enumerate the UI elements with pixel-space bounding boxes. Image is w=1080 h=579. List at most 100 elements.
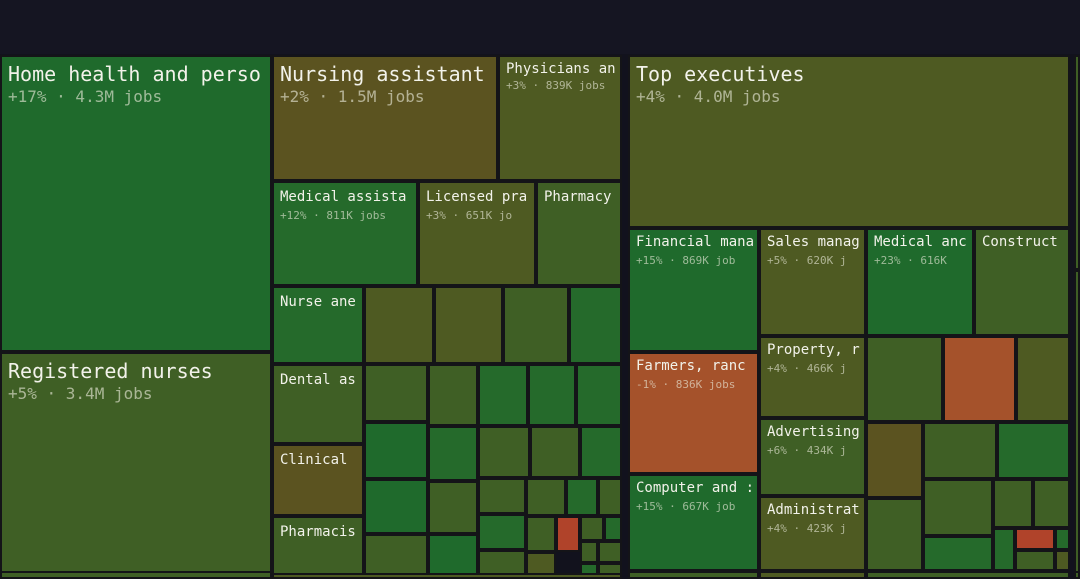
treemap-tile-unlabeled[interactable] bbox=[528, 364, 576, 426]
treemap-tile-unlabeled[interactable] bbox=[478, 514, 526, 550]
treemap-tile-unlabeled[interactable] bbox=[1033, 479, 1070, 528]
tile-value: +4% · 4.0M jobs bbox=[636, 87, 781, 106]
treemap-tile-unlabeled[interactable] bbox=[272, 573, 622, 579]
treemap-tile-unlabeled[interactable] bbox=[434, 286, 503, 364]
treemap-tile[interactable]: Physicians an +3% · 839K jobs bbox=[498, 55, 622, 181]
tile-label: Advertising bbox=[767, 424, 860, 440]
tile-label: Physicians an bbox=[506, 61, 616, 77]
tile-label: Medical assista bbox=[280, 189, 407, 205]
treemap-tile-unlabeled[interactable] bbox=[628, 571, 759, 579]
tile-label: Financial mana bbox=[636, 234, 753, 250]
treemap-tile-unlabeled[interactable] bbox=[530, 426, 580, 478]
tile-label: Sales manag bbox=[767, 234, 860, 250]
treemap-tile-unlabeled[interactable] bbox=[556, 516, 580, 552]
treemap-tile-unlabeled[interactable] bbox=[478, 426, 530, 478]
tile-label: Nursing assistant bbox=[280, 62, 485, 86]
treemap-tile-unlabeled[interactable] bbox=[943, 336, 1016, 422]
tile-value: +12% · 811K jobs bbox=[280, 209, 386, 222]
treemap-tile-unlabeled[interactable] bbox=[598, 478, 622, 516]
treemap-tile[interactable]: Construct bbox=[974, 228, 1070, 336]
treemap-tile-unlabeled[interactable] bbox=[866, 498, 923, 571]
treemap-tile-unlabeled[interactable] bbox=[428, 481, 478, 534]
treemap-tile-unlabeled[interactable] bbox=[364, 286, 434, 364]
treemap-tile-unlabeled[interactable] bbox=[923, 536, 993, 571]
treemap-tile-unlabeled[interactable] bbox=[580, 516, 604, 541]
treemap-tile-unlabeled[interactable] bbox=[364, 479, 428, 534]
treemap-tile-unlabeled[interactable] bbox=[428, 364, 478, 426]
treemap-tile[interactable]: Property, r +4% · 466K j bbox=[759, 336, 866, 418]
tile-label: Nurse ane bbox=[280, 294, 356, 310]
treemap-tile-unlabeled[interactable] bbox=[1055, 528, 1070, 550]
treemap-tile[interactable]: Licensed pra +3% · 651K jo bbox=[418, 181, 536, 286]
tile-value: +15% · 667K job bbox=[636, 500, 736, 513]
treemap-tile[interactable]: Computer and : +15% · 667K job bbox=[628, 474, 759, 571]
tile-value: +17% · 4.3M jobs bbox=[8, 87, 163, 106]
treemap-tile-unlabeled[interactable] bbox=[1015, 528, 1055, 550]
treemap-tile[interactable]: Top executives +4% · 4.0M jobs bbox=[628, 55, 1070, 228]
treemap-tile[interactable]: Registered nurses +5% · 3.4M jobs bbox=[0, 352, 272, 579]
treemap-tile-unlabeled[interactable] bbox=[428, 426, 478, 481]
treemap-tile-unlabeled[interactable] bbox=[997, 422, 1070, 479]
treemap-tile-unlabeled[interactable] bbox=[993, 528, 1015, 571]
treemap-tile-unlabeled[interactable] bbox=[1074, 571, 1080, 579]
treemap-tile-unlabeled[interactable] bbox=[364, 364, 428, 422]
treemap-tile-unlabeled[interactable] bbox=[866, 571, 1070, 579]
treemap-tile-unlabeled[interactable] bbox=[526, 516, 556, 552]
treemap-tile-unlabeled[interactable] bbox=[576, 364, 622, 426]
treemap-tile[interactable]: Nursing assistant +2% · 1.5M jobs bbox=[272, 55, 498, 181]
tile-value: +3% · 651K jo bbox=[426, 209, 513, 222]
treemap-tile-unlabeled[interactable] bbox=[866, 336, 943, 422]
tile-label: Medical anc bbox=[874, 234, 967, 250]
tile-value: +15% · 869K job bbox=[636, 254, 736, 267]
treemap-tile-unlabeled[interactable] bbox=[580, 541, 598, 563]
treemap-tile-unlabeled[interactable] bbox=[759, 571, 866, 579]
tile-label: Dental as bbox=[280, 372, 356, 388]
treemap-tile-unlabeled[interactable] bbox=[364, 422, 428, 479]
tile-label: Clinical bbox=[280, 452, 348, 468]
treemap-tile[interactable]: Advertising +6% · 434K j bbox=[759, 418, 866, 496]
treemap-tile-unlabeled[interactable] bbox=[364, 534, 428, 579]
treemap-tile-unlabeled[interactable] bbox=[1015, 550, 1055, 571]
tile-value: +3% · 839K jobs bbox=[506, 79, 606, 92]
treemap-tile-unlabeled[interactable] bbox=[566, 478, 598, 516]
treemap-tile-unlabeled[interactable] bbox=[0, 571, 272, 579]
treemap-tile[interactable]: Pharmacis bbox=[272, 516, 364, 579]
treemap-tile-unlabeled[interactable] bbox=[1074, 270, 1080, 579]
treemap-tile[interactable]: Nurse ane bbox=[272, 286, 364, 364]
treemap-tile[interactable]: Medical assista +12% · 811K jobs bbox=[272, 181, 418, 286]
treemap-tile-unlabeled[interactable] bbox=[580, 426, 622, 478]
treemap-tile[interactable]: Dental as bbox=[272, 364, 364, 444]
treemap-tile[interactable]: Home health and perso +17% · 4.3M jobs bbox=[0, 55, 272, 352]
treemap-tile[interactable]: Clinical bbox=[272, 444, 364, 516]
treemap-tile-unlabeled[interactable] bbox=[598, 541, 622, 563]
tile-value: +4% · 466K j bbox=[767, 362, 847, 375]
tile-label: Farmers, ranc bbox=[636, 358, 746, 374]
tile-label: Home health and perso bbox=[8, 62, 261, 86]
treemap-tile-unlabeled[interactable] bbox=[923, 479, 993, 536]
tile-label: Construct bbox=[982, 234, 1058, 250]
treemap-tile[interactable]: Medical anc +23% · 616K bbox=[866, 228, 974, 336]
tile-value: +5% · 3.4M jobs bbox=[8, 384, 153, 403]
treemap-tile-unlabeled[interactable] bbox=[1055, 550, 1070, 571]
treemap-tile-unlabeled[interactable] bbox=[993, 479, 1033, 528]
treemap-tile-unlabeled[interactable] bbox=[1074, 55, 1080, 270]
treemap-tile-unlabeled[interactable] bbox=[478, 364, 528, 426]
treemap-tile[interactable]: Sales manag +5% · 620K j bbox=[759, 228, 866, 336]
tile-label: Pharmacis bbox=[280, 524, 356, 540]
treemap-tile-unlabeled[interactable] bbox=[503, 286, 569, 364]
treemap-tile-unlabeled[interactable] bbox=[604, 516, 622, 541]
treemap-tile[interactable]: Financial mana +15% · 869K job bbox=[628, 228, 759, 352]
treemap-tile-unlabeled[interactable] bbox=[478, 478, 526, 514]
treemap-tile[interactable]: Farmers, ranc -1% · 836K jobs bbox=[628, 352, 759, 474]
tile-value: +6% · 434K j bbox=[767, 444, 847, 457]
treemap-tile-unlabeled[interactable] bbox=[1016, 336, 1070, 422]
treemap-tile[interactable]: Pharmacy bbox=[536, 181, 622, 286]
treemap-tile-unlabeled[interactable] bbox=[569, 286, 622, 364]
treemap-tile-unlabeled[interactable] bbox=[526, 478, 566, 516]
treemap-tile-unlabeled[interactable] bbox=[866, 422, 923, 498]
treemap-tile[interactable]: Administrat +4% · 423K j bbox=[759, 496, 866, 571]
tile-value: +2% · 1.5M jobs bbox=[280, 87, 425, 106]
treemap-tile-unlabeled[interactable] bbox=[923, 422, 997, 479]
tile-label: Computer and : bbox=[636, 480, 753, 496]
